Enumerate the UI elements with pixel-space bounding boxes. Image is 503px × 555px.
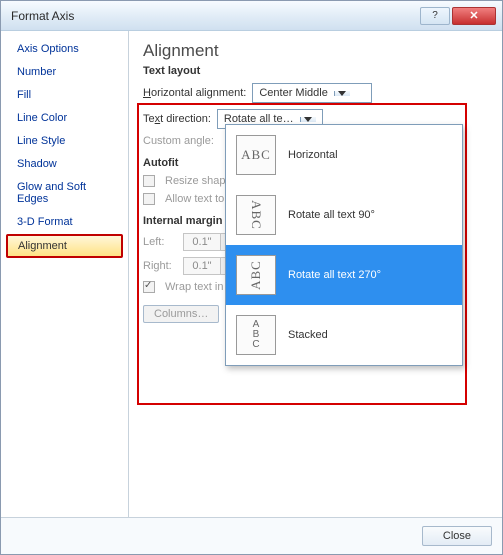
dropdown-item-horizontal[interactable]: ABC Horizontal — [226, 125, 462, 185]
titlebar-buttons: ? ✕ — [420, 7, 496, 25]
dropdown-item-rotate-270[interactable]: ABC Rotate all text 270° — [226, 245, 462, 305]
sidebar-item-line-color[interactable]: Line Color — [6, 107, 123, 129]
allow-text-checkbox — [143, 193, 155, 205]
text-layout-label: Text layout — [143, 65, 488, 77]
dialog-body: Axis Options Number Fill Line Color Line… — [1, 31, 502, 517]
dialog-footer: Close — [1, 517, 502, 554]
chevron-down-icon — [300, 117, 316, 122]
columns-button: Columns… — [143, 305, 219, 323]
sidebar-item-alignment[interactable]: Alignment — [6, 234, 123, 258]
sidebar-item-fill[interactable]: Fill — [6, 84, 123, 106]
resize-shape-checkbox — [143, 175, 155, 187]
panel-heading: Alignment — [143, 41, 488, 61]
wrap-text-checkbox — [143, 281, 155, 293]
margin-right-label: Right: — [143, 260, 177, 272]
dropdown-item-rotate-90[interactable]: ABC Rotate all text 90° — [226, 185, 462, 245]
format-axis-dialog: Format Axis ? ✕ Axis Options Number Fill… — [0, 0, 503, 555]
dropdown-label: Rotate all text 270° — [288, 269, 381, 281]
horizontal-alignment-row: Horizontal alignment: Center Middle — [143, 83, 488, 103]
dropdown-label: Rotate all text 90° — [288, 209, 375, 221]
margin-right-value: 0.1" — [184, 258, 220, 274]
sidebar-item-axis-options[interactable]: Axis Options — [6, 38, 123, 60]
margin-left-label: Left: — [143, 236, 177, 248]
titlebar: Format Axis ? ✕ — [1, 1, 502, 31]
thumb-stacked-icon: ABC — [236, 315, 276, 355]
thumb-rotate270-icon: ABC — [236, 255, 276, 295]
resize-shape-label: Resize shape — [165, 175, 232, 187]
dropdown-label: Stacked — [288, 329, 328, 341]
close-window-button[interactable]: ✕ — [452, 7, 496, 25]
sidebar-item-glow[interactable]: Glow and Soft Edges — [6, 176, 123, 210]
horizontal-alignment-label: Horizontal alignment: — [143, 87, 246, 99]
window-title: Format Axis — [11, 9, 420, 23]
category-sidebar: Axis Options Number Fill Line Color Line… — [1, 31, 129, 517]
thumb-horizontal-icon: ABC — [236, 135, 276, 175]
sidebar-item-3d-format[interactable]: 3-D Format — [6, 211, 123, 233]
chevron-down-icon — [334, 91, 350, 96]
sidebar-item-shadow[interactable]: Shadow — [6, 153, 123, 175]
thumb-rotate90-icon: ABC — [236, 195, 276, 235]
custom-angle-label: Custom angle: — [143, 135, 214, 147]
dropdown-label: Horizontal — [288, 149, 338, 161]
text-direction-label: Text direction: — [143, 113, 211, 125]
wrap-text-label: Wrap text in — [165, 281, 224, 293]
text-direction-dropdown: ABC Horizontal ABC Rotate all text 90° A… — [225, 124, 463, 366]
close-button[interactable]: Close — [422, 526, 492, 546]
sidebar-item-number[interactable]: Number — [6, 61, 123, 83]
help-button[interactable]: ? — [420, 7, 450, 25]
margin-left-value: 0.1" — [184, 234, 220, 250]
horizontal-alignment-combo[interactable]: Center Middle — [252, 83, 372, 103]
allow-text-label: Allow text to — [165, 193, 224, 205]
sidebar-item-line-style[interactable]: Line Style — [6, 130, 123, 152]
main-panel: Alignment Text layout Horizontal alignme… — [129, 31, 502, 517]
horizontal-alignment-value: Center Middle — [253, 87, 333, 99]
dropdown-item-stacked[interactable]: ABC Stacked — [226, 305, 462, 365]
